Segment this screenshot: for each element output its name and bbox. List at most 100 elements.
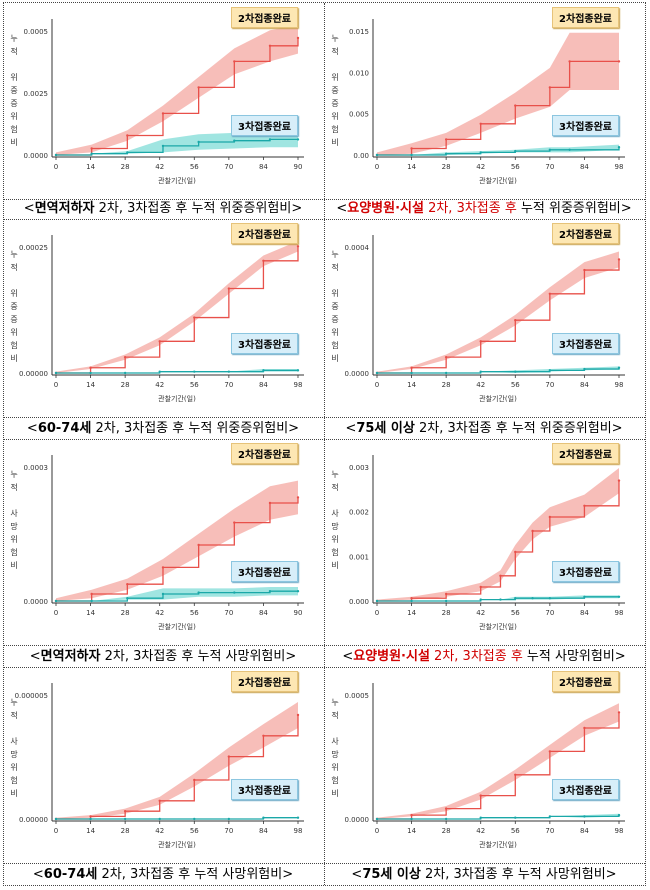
- caption-segment: 누적 사망위험비>: [522, 649, 626, 664]
- y-tick-label: 0.010: [349, 69, 369, 77]
- x-tick-label: 28: [442, 609, 451, 617]
- caption-segment: 요양병원·시설: [347, 201, 424, 216]
- caption-segment: <: [23, 201, 35, 216]
- badge-3rd-dose: 3차접종완료: [231, 115, 298, 136]
- chart-panel-p7: 0.000005 0.00000 누 적 사 망 위 험 비 0 14 28 42 56 70 84 98 관찰기…: [4, 667, 322, 861]
- x-tick-label: 84: [259, 609, 268, 617]
- y-tick-label: 0.00: [353, 152, 369, 160]
- x-tick-label: 84: [580, 381, 589, 389]
- badge-2nd-dose: 2차접종완료: [552, 443, 619, 464]
- series-line-2nd-dose: [377, 712, 620, 820]
- data-point-2nd-dose: [479, 585, 482, 589]
- y-axis-label-char: 비: [331, 561, 338, 570]
- data-point-3rd-dose: [262, 369, 265, 372]
- caption-segment: <: [345, 421, 357, 436]
- caption-segment: <: [336, 201, 348, 216]
- data-point-2nd-dose: [262, 259, 265, 262]
- chart-caption: <요양병원·시설 2차, 3차접종 후 누적 위중증위험비>: [325, 198, 643, 220]
- y-axis-label-char: 험: [10, 776, 17, 785]
- data-point-3rd-dose: [568, 148, 571, 151]
- data-point-2nd-dose: [548, 750, 552, 753]
- data-point-2nd-dose: [617, 258, 621, 261]
- series-line-2nd-dose: [56, 715, 299, 820]
- data-point-2nd-dose: [296, 713, 300, 717]
- x-tick-label: 56: [511, 381, 520, 389]
- caption-segment: <: [26, 421, 38, 436]
- series-line-3rd-dose: [56, 817, 298, 820]
- x-axis-label: 관찰기간(일): [479, 176, 517, 185]
- data-point-3rd-dose: [583, 367, 586, 371]
- y-tick-label: 0.003: [349, 464, 369, 472]
- x-tick-label: 0: [54, 163, 58, 171]
- y-tick-label: 0.000: [349, 598, 369, 606]
- ci-band-2nd-dose: [56, 480, 298, 601]
- data-point-2nd-dose: [479, 794, 482, 797]
- caption-segment: 2차, 3차접종 후 누적 사망위험비>: [97, 867, 294, 882]
- caption-segment: 2차, 3차접종 후 누적 사망위험비>: [420, 867, 617, 882]
- x-tick-label: 42: [476, 827, 485, 835]
- ci-band-2nd-dose: [377, 468, 619, 601]
- data-point-2nd-dose: [123, 810, 127, 813]
- y-axis-label-char: 망: [331, 521, 339, 531]
- chart-caption: <75세 이상 2차, 3차접종 후 누적 사망위험비>: [325, 864, 643, 886]
- x-tick-label: 42: [476, 163, 485, 171]
- data-point-2nd-dose: [548, 515, 552, 519]
- y-axis-label-char: 비: [331, 789, 338, 798]
- chart-panel-p1: 0.0005 0.0025 0.0000 누 적 위 중 증 위 험 비 0 14 28 42 56 70 84 9…: [4, 3, 322, 197]
- data-point-3rd-dose: [296, 590, 300, 593]
- data-point-3rd-dose: [123, 817, 127, 821]
- data-point-3rd-dose: [375, 599, 379, 603]
- data-point-3rd-dose: [583, 595, 586, 598]
- y-axis-label-char: 적: [331, 482, 338, 492]
- x-tick-label: 98: [294, 827, 303, 835]
- data-point-3rd-dose: [410, 153, 413, 157]
- badge-2nd-dose: 2차접종완료: [231, 671, 298, 692]
- data-point-3rd-dose: [410, 817, 413, 821]
- row-divider: [4, 199, 645, 200]
- data-point-2nd-dose: [410, 597, 413, 600]
- chart-panel-p6: 0.003 0.002 0.001 0.000 누 적 사 망 위 험 비 0 14 28 42 56 70 84…: [325, 439, 643, 643]
- y-axis-label-char: 험: [331, 341, 338, 350]
- data-point-2nd-dose: [617, 60, 621, 63]
- y-axis-label-char: 위: [331, 73, 338, 82]
- x-tick-label: 84: [580, 163, 589, 171]
- data-point-3rd-dose: [444, 599, 448, 603]
- data-point-3rd-dose: [268, 138, 272, 141]
- y-tick-label: 0.0003: [24, 464, 49, 472]
- x-tick-label: 84: [580, 827, 589, 835]
- x-axis-label: 관찰기간(일): [158, 622, 196, 631]
- y-axis-label-char: 누: [10, 698, 17, 707]
- y-tick-label: 0.002: [349, 509, 369, 517]
- y-axis-label-char: 누: [10, 470, 17, 479]
- x-tick-label: 14: [407, 609, 416, 617]
- data-point-3rd-dose: [617, 146, 621, 149]
- chart-caption: <75세 이상 2차, 3차접종 후 누적 위중증위험비>: [325, 418, 643, 440]
- y-axis-label-char: 누: [10, 34, 17, 43]
- badge-3rd-dose: 3차접종완료: [552, 779, 619, 800]
- y-axis-label-char: 위: [331, 763, 338, 772]
- x-tick-label: 14: [407, 827, 416, 835]
- y-axis-label-char: 위: [10, 73, 17, 82]
- data-point-2nd-dose: [197, 543, 200, 547]
- data-point-3rd-dose: [296, 369, 300, 372]
- y-tick-label: 0.0000: [345, 370, 370, 378]
- data-point-3rd-dose: [479, 151, 482, 154]
- data-point-2nd-dose: [568, 60, 571, 63]
- data-point-2nd-dose: [548, 292, 552, 295]
- data-point-3rd-dose: [375, 153, 379, 157]
- data-point-3rd-dose: [193, 817, 196, 821]
- data-point-3rd-dose: [227, 817, 231, 821]
- row-divider: [4, 417, 645, 418]
- y-axis-label-char: 비: [10, 789, 17, 798]
- x-tick-label: 14: [407, 163, 416, 171]
- series-line-2nd-dose: [56, 38, 299, 156]
- x-axis-label: 관찰기간(일): [158, 840, 196, 849]
- y-axis-label-char: 적: [10, 262, 17, 272]
- badge-2nd-dose: 2차접종완료: [231, 443, 298, 464]
- ci-band-2nd-dose: [56, 25, 298, 155]
- y-axis-label-char: 중: [10, 86, 17, 95]
- data-point-2nd-dose: [296, 496, 300, 499]
- y-axis-label-char: 적: [10, 710, 17, 720]
